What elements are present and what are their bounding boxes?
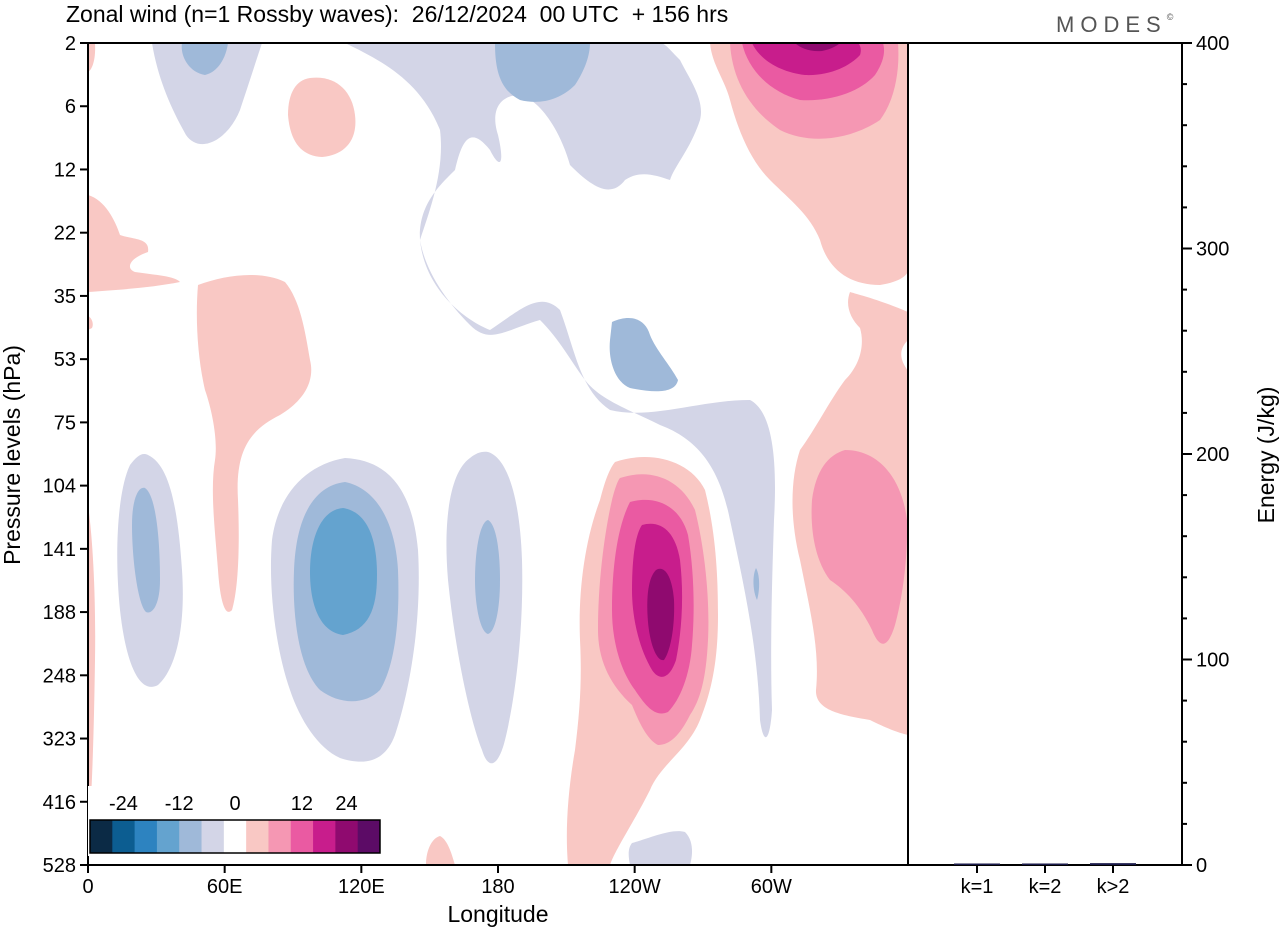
energy-categories: k=1 k=2 k>2 [961,865,1130,898]
contour-neg-120w-upper [609,318,678,392]
contour-neg-bottom [628,831,693,865]
contour-pos-upper-right-24 [795,43,840,52]
colorbar-swatch [357,820,381,853]
colorbar-label: 0 [229,793,240,815]
y-tick-label: 416 [43,792,76,814]
contour-neg-120e-12 [310,508,377,635]
energy-bar [1090,863,1136,865]
x-tick-label: 60E [207,876,243,898]
y-tick-label: 22 [54,223,76,245]
x-tick-label: 120E [338,876,385,898]
energy-bars [954,863,1136,865]
y-tick-label: 104 [43,476,76,498]
y-tick-label: 2 [65,33,76,55]
energy-bar [954,863,1000,865]
y-tick-label: 12 [54,159,76,181]
x-tick-label: 180 [481,876,514,898]
colorbar-label: 12 [291,793,313,815]
contour-neg-upper-mid-6 [181,43,591,102]
colorbar-swatch [201,820,225,853]
energy-tick-label: 300 [1196,239,1229,261]
x-axis-label: Longitude [447,901,548,927]
energy-tick-label: 100 [1196,650,1229,672]
y-tick-label: 35 [54,286,76,308]
energy-tick-label: 0 [1196,855,1207,877]
colorbar-swatch [246,820,269,853]
contour-field [88,43,908,865]
brand-logo-mark: © [1167,12,1180,22]
contour-pos-mid-left [196,274,312,612]
colorbar-swatch [179,820,203,853]
y-tick-label: 75 [54,412,76,434]
colorbar-swatch [335,820,359,853]
y-tick-label: 141 [43,539,76,561]
colorbar-swatch [156,820,180,853]
energy-category-label: k=1 [961,876,994,898]
contour-pos-120w-24 [647,568,675,661]
contour-neg-small [753,568,760,600]
colorbar-label: -12 [165,793,194,815]
y-tick-label: 248 [43,665,76,687]
colorbar-label: 24 [335,793,357,815]
y-tick-label: 6 [65,96,76,118]
energy-category-label: k=2 [1029,876,1062,898]
chart-title: Zonal wind (n=1 Rossby waves): 26/12/202… [66,1,728,27]
x-tick-label: 120W [609,876,661,898]
colorbar-swatch [90,820,113,853]
brand-logo-text: MODES [1056,12,1167,37]
y-axis: 2 6 12 22 35 53 75 104 141 188 248 323 416 528 [43,33,88,877]
contour-pos-bottom [426,836,455,865]
contour-neg-lower-a-6 [132,487,160,613]
y-axis-label: Pressure levels (hPa) [0,345,25,565]
colorbar [88,786,382,856]
contour-pos-upper-left [288,77,356,157]
energy-bar [1022,863,1068,865]
colorbar-swatch [290,820,314,853]
contour-pos-edge-small [88,316,93,330]
colorbar-label: -24 [109,793,138,815]
y-tick-label: 323 [43,729,76,751]
brand-logo: MODES© [1056,12,1179,37]
colorbar-swatch [223,820,247,853]
y-tick-label: 528 [43,855,76,877]
energy-tick-label: 400 [1196,33,1229,55]
x-axis: 0 60E 120E 180 120W 60W [82,865,792,898]
energy-tick-label: 200 [1196,444,1229,466]
colorbar-swatch [112,820,136,853]
colorbar-labels: -24 -12 0 12 24 [109,793,358,815]
y-tick-label: 53 [54,349,76,371]
contour-neg-upper-mid-3 [152,43,775,738]
energy-axis: 0 100 200 300 400 [1182,33,1229,877]
energy-category-label: k>2 [1097,876,1130,898]
y-tick-label: 188 [43,602,76,624]
colorbar-swatch [313,820,336,853]
colorbar-frame [89,819,381,854]
contour-pos-east-edge-6 [811,450,908,644]
contour-pos-left-edge [88,43,180,840]
energy-axis-label: Energy (J/kg) [1253,387,1279,524]
colorbar-swatch [134,820,158,853]
contour-pos-upper-right-18 [752,43,861,76]
colorbar-swatch [268,820,292,853]
x-tick-label: 0 [82,876,93,898]
contour-neg-180-6 [475,520,500,634]
x-tick-label: 60W [751,876,792,898]
